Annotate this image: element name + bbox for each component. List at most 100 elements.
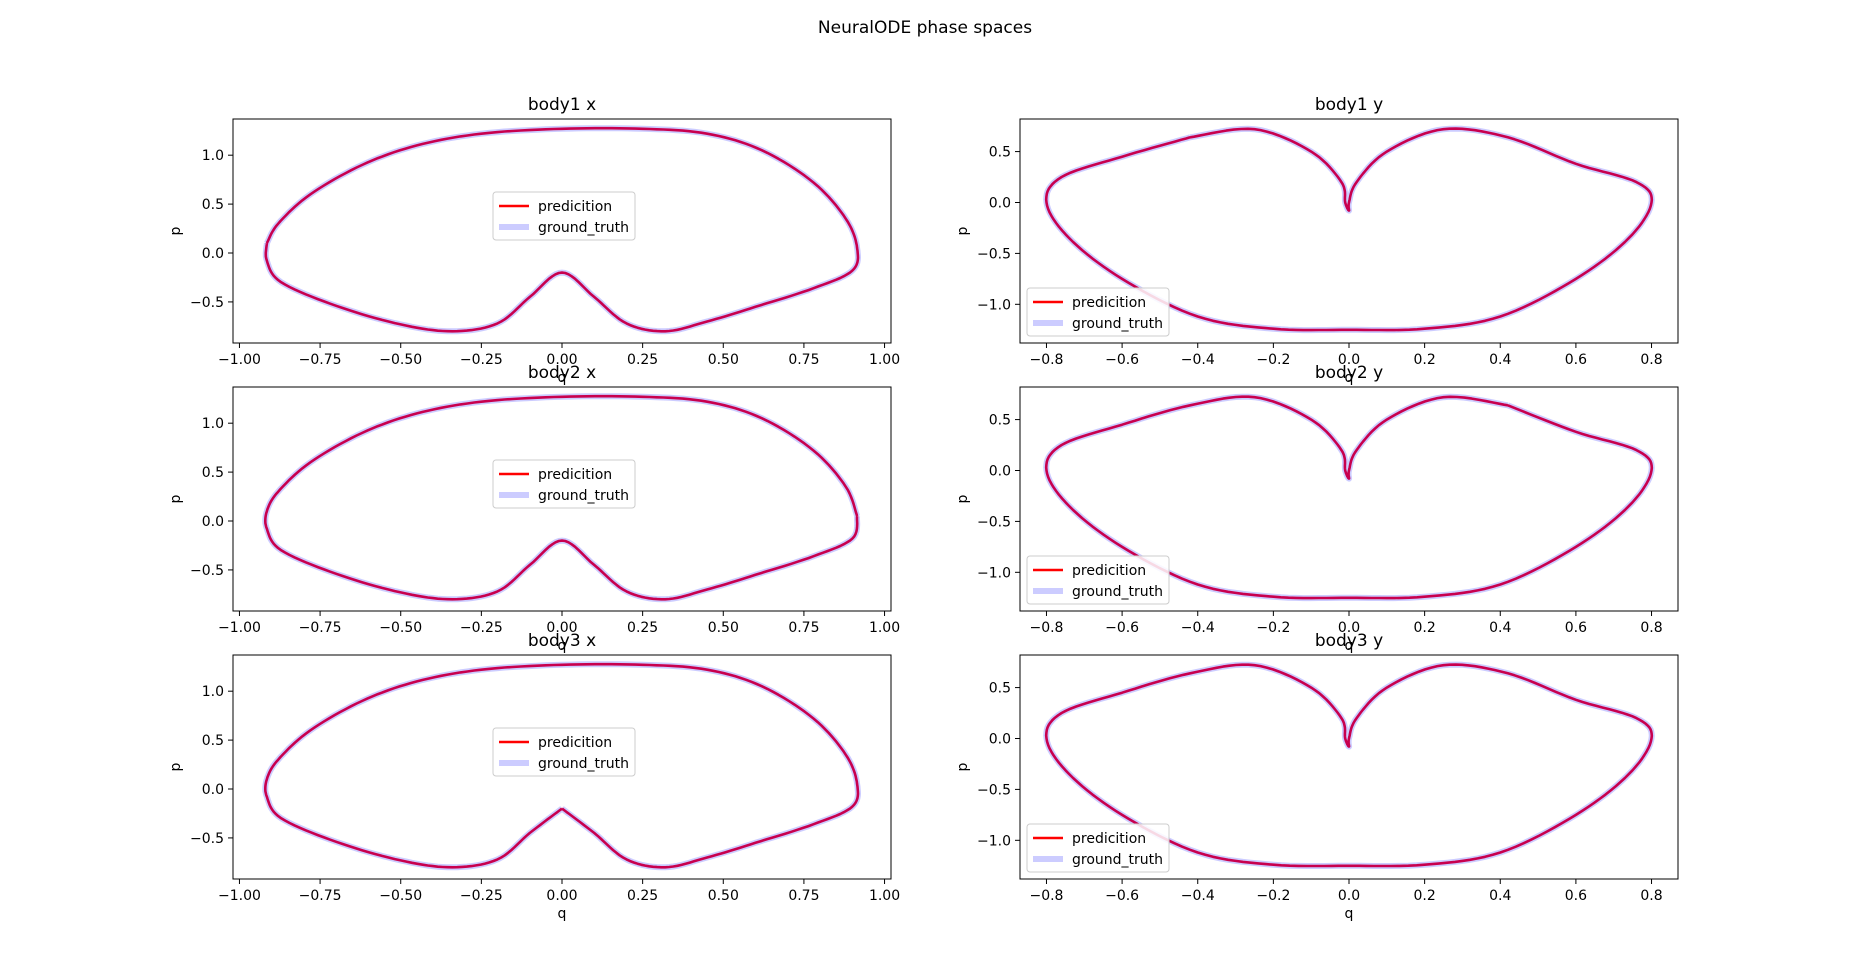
x-tick-label: −0.4 — [1181, 888, 1215, 904]
figure-title: NeuralODE phase spaces — [818, 18, 1032, 38]
y-tick-label: −1.0 — [977, 833, 1011, 849]
x-tick-label: −0.50 — [379, 352, 422, 368]
subplot-5: body3 x −1.00 −0.75 −0.50 −0.25 0.00 0.25 0.50 0… — [168, 631, 900, 922]
legend-label-ground-truth: ground_truth — [538, 756, 629, 772]
legend-label-ground-truth: ground_truth — [1072, 584, 1163, 600]
legend-box — [492, 191, 636, 241]
y-axis-label: p — [955, 226, 971, 235]
x-tick-label: 0.25 — [627, 352, 658, 368]
x-tick-label: 0.8 — [1640, 352, 1662, 368]
x-tick-label: −0.75 — [299, 352, 342, 368]
y-axis-label: p — [168, 494, 184, 503]
subplot-title: body2 x — [528, 363, 596, 383]
x-tick-label: 0.50 — [708, 352, 739, 368]
legend-label-ground-truth: ground_truth — [538, 220, 629, 236]
y-tick-label: −0.5 — [977, 246, 1011, 262]
x-tick-label: 0.8 — [1640, 620, 1662, 636]
subplot-3: body2 x −1.00 −0.75 −0.50 −0.25 0.00 0.25 0.50 0… — [168, 363, 900, 654]
legend: predicition ground_truth — [492, 459, 636, 509]
subplot-4: body2 y −0.8 −0.6 −0.4 −0.2 0.0 0.2 0.4 0.6 0.8 −1… — [955, 363, 1679, 654]
y-tick-label: −0.5 — [977, 514, 1011, 530]
prediction-curve — [1044, 395, 1654, 600]
y-tick-label: 1.0 — [202, 684, 224, 700]
prediction-curve — [1044, 127, 1654, 332]
legend-label-ground-truth: ground_truth — [538, 488, 629, 504]
x-tick-label: 0.75 — [788, 888, 819, 904]
subplot-title: body1 x — [528, 95, 596, 115]
y-tick-label: 0.5 — [989, 145, 1011, 161]
prediction-curve — [264, 662, 860, 869]
x-tick-label: 0.50 — [708, 888, 739, 904]
x-tick-label: 0.6 — [1565, 620, 1587, 636]
legend-label-prediction: predicition — [1072, 831, 1146, 847]
legend-box — [1026, 555, 1170, 605]
x-tick-label: 0.0 — [1338, 352, 1360, 368]
legend-box — [492, 459, 636, 509]
subplot-title: body2 y — [1315, 363, 1383, 383]
y-tick-label: 1.0 — [202, 416, 224, 432]
y-tick-label: 0.0 — [202, 782, 224, 798]
subplot-title: body3 x — [528, 631, 596, 651]
legend: predicition ground_truth — [1026, 823, 1170, 873]
x-axis-label: q — [558, 638, 567, 654]
x-tick-label: −0.75 — [299, 888, 342, 904]
x-tick-label: 0.4 — [1489, 352, 1511, 368]
legend-label-prediction: predicition — [1072, 295, 1146, 311]
x-tick-label: −0.8 — [1029, 352, 1063, 368]
x-tick-label: −0.4 — [1181, 352, 1215, 368]
y-tick-label: 1.0 — [202, 148, 224, 164]
x-tick-label: −0.25 — [460, 888, 503, 904]
x-tick-label: −0.75 — [299, 620, 342, 636]
y-tick-label: 0.5 — [989, 413, 1011, 429]
legend-box — [492, 727, 636, 777]
y-axis-label: p — [955, 494, 971, 503]
subplot-title: body3 y — [1315, 631, 1383, 651]
legend-label-prediction: predicition — [538, 467, 612, 483]
y-tick-label: 0.5 — [202, 465, 224, 481]
legend-label-ground-truth: ground_truth — [1072, 852, 1163, 868]
x-axis-label: q — [558, 370, 567, 386]
prediction-curve — [264, 126, 860, 333]
x-tick-label: 0.0 — [1338, 620, 1360, 636]
x-tick-label: −1.00 — [218, 888, 261, 904]
x-tick-label: −1.00 — [218, 352, 261, 368]
x-tick-label: −0.6 — [1105, 888, 1139, 904]
x-tick-label: 0.75 — [788, 352, 819, 368]
x-axis-label: q — [1345, 906, 1354, 922]
x-tick-label: 1.00 — [869, 888, 900, 904]
x-tick-label: 0.75 — [788, 620, 819, 636]
y-tick-label: 0.0 — [989, 195, 1011, 211]
x-tick-label: −0.2 — [1256, 888, 1290, 904]
y-axis-label: p — [168, 762, 184, 771]
x-tick-label: −0.8 — [1029, 620, 1063, 636]
x-tick-label: −0.25 — [460, 620, 503, 636]
y-tick-label: −1.0 — [977, 297, 1011, 313]
x-tick-label: −0.50 — [379, 620, 422, 636]
x-tick-label: 0.2 — [1413, 888, 1435, 904]
x-tick-label: −0.8 — [1029, 888, 1063, 904]
y-tick-label: 0.5 — [202, 197, 224, 213]
y-axis-label: p — [168, 226, 184, 235]
subplot-grid: body1 x −1.00 −0.75 −0.50 −0.25 0.00 0.25 0.50 0… — [168, 95, 1679, 922]
subplot-2: body1 y −0.8 −0.6 −0.4 −0.2 0.0 0.2 0.4 0.6 0.8 −1… — [955, 95, 1679, 386]
x-tick-label: 0.25 — [627, 620, 658, 636]
y-tick-label: 0.0 — [989, 731, 1011, 747]
y-tick-label: −0.5 — [190, 563, 224, 579]
subplot-title: body1 y — [1315, 95, 1383, 115]
y-axis-label: p — [955, 762, 971, 771]
x-tick-label: 0.2 — [1413, 352, 1435, 368]
legend-label-ground-truth: ground_truth — [1072, 316, 1163, 332]
y-tick-label: 0.0 — [202, 514, 224, 530]
x-tick-label: 0.6 — [1565, 888, 1587, 904]
y-tick-label: −0.5 — [190, 295, 224, 311]
legend-box — [1026, 823, 1170, 873]
legend: predicition ground_truth — [1026, 555, 1170, 605]
subplot-1: body1 x −1.00 −0.75 −0.50 −0.25 0.00 0.25 0.50 0… — [168, 95, 900, 386]
y-tick-label: 0.5 — [989, 681, 1011, 697]
prediction-curve — [1044, 663, 1654, 868]
legend-box — [1026, 287, 1170, 337]
x-axis-label: q — [1345, 638, 1354, 654]
legend-label-prediction: predicition — [538, 735, 612, 751]
subplot-6: body3 y −0.8 −0.6 −0.4 −0.2 0.0 0.2 0.4 0.6 0.8 −1… — [955, 631, 1679, 922]
